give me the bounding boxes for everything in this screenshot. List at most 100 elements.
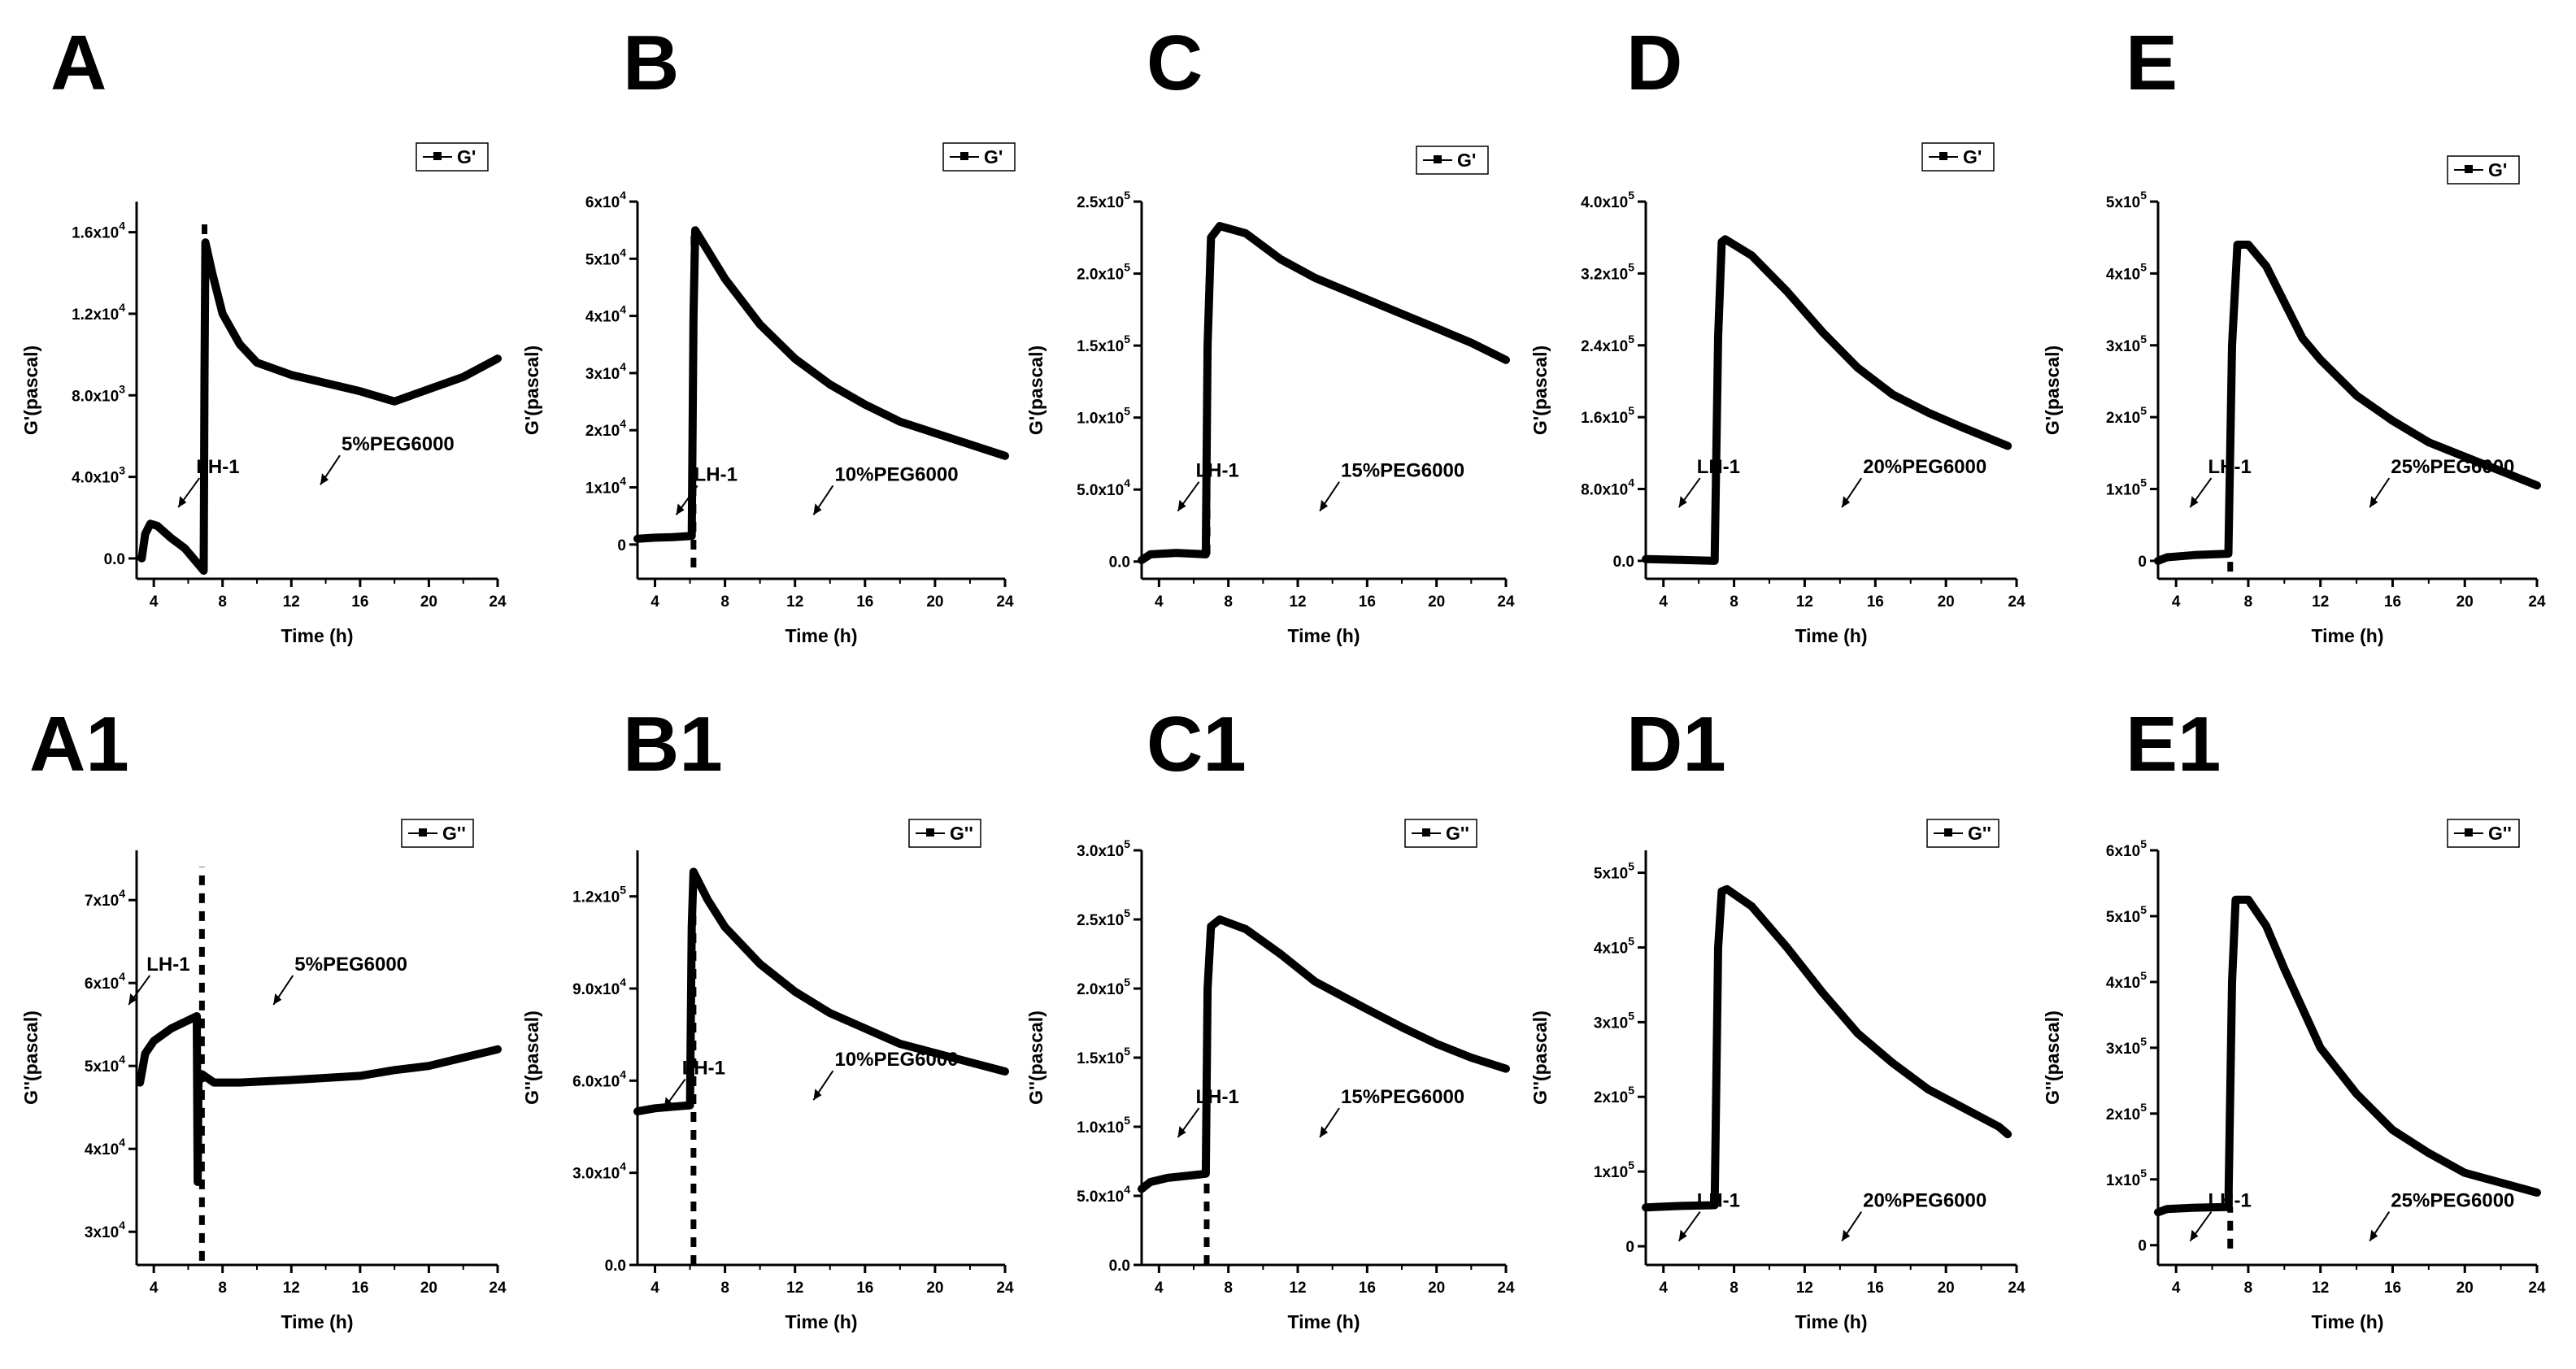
panel-label: D1 <box>1626 701 1726 788</box>
y-axis-label: G''(pascal) <box>2042 1010 2063 1105</box>
x-tick-label: 8 <box>218 1280 227 1297</box>
legend: G'' <box>2447 819 2520 848</box>
y-tick-exponent: 4 <box>119 1219 125 1232</box>
y-tick-label: 0.0 <box>605 1258 626 1275</box>
panel-label: A1 <box>29 701 129 788</box>
arrowhead <box>1177 499 1186 511</box>
y-tick-label: 2.5x105 <box>1077 189 1130 211</box>
y-tick-exponent: 5 <box>2140 189 2147 202</box>
legend: G'' <box>1404 819 1477 848</box>
x-tick-label: 4 <box>651 593 659 611</box>
y-tick-exponent: 5 <box>1124 906 1130 919</box>
y-tick-label: 1x105 <box>1594 1158 1634 1181</box>
y-axis-label: G''(pascal) <box>1025 1010 1046 1105</box>
series-line <box>137 238 502 575</box>
annotation-peg: 15%PEG6000 <box>1341 460 1464 482</box>
annotation-peg: 25%PEG6000 <box>2391 1190 2514 1212</box>
y-tick-exponent: 5 <box>2140 837 2147 850</box>
y-tick-label: 1.6x104 <box>72 219 125 242</box>
y-tick-label: 1.5x105 <box>1077 332 1130 355</box>
legend-entry: G'' <box>950 823 973 844</box>
x-tick-label: 24 <box>1497 593 1515 611</box>
y-tick-label: 6.0x104 <box>572 1067 626 1090</box>
annotation-lh1: LH-1 <box>1697 456 1740 478</box>
arrowhead <box>2369 496 2378 508</box>
y-axis-label: G''(pascal) <box>1530 1010 1551 1105</box>
arrowhead <box>2190 1229 2199 1241</box>
legend: G' <box>942 142 1016 172</box>
y-tick-label: 1x105 <box>2106 476 2147 499</box>
y-tick-exponent: 4 <box>1628 476 1634 489</box>
y-tick-label: 0 <box>2138 554 2147 571</box>
x-tick-label: 20 <box>420 1280 437 1297</box>
y-tick-label: 4.0x105 <box>1581 189 1634 211</box>
legend-marker <box>926 828 934 837</box>
legend-entry: G' <box>457 146 476 167</box>
y-tick-exponent: 5 <box>2140 404 2147 417</box>
x-tick-label: 20 <box>1938 1280 1955 1297</box>
y-tick-label: 4x104 <box>585 303 626 326</box>
y-tick-label: 2x105 <box>2106 1101 2147 1123</box>
x-tick-label: 4 <box>1659 1280 1668 1297</box>
x-tick-label: 16 <box>351 1280 368 1297</box>
y-tick-label: 5.0x104 <box>1077 1183 1130 1206</box>
series-line <box>136 1012 502 1186</box>
x-tick-label: 12 <box>283 593 300 611</box>
x-axis-label: Time (h) <box>2311 1311 2383 1332</box>
x-tick-label: 8 <box>1224 1280 1233 1297</box>
y-tick-label: 4x105 <box>2106 260 2147 283</box>
x-tick-label: 24 <box>2528 593 2546 611</box>
panel-d: D 4 8 12 16 20 24 Time (h) 0.0 8.0x104 1.6x105 2.4x… <box>1530 20 2026 646</box>
y-tick-label: 4x105 <box>1594 934 1634 957</box>
x-tick-label: 12 <box>1289 593 1306 611</box>
legend: G' <box>2447 155 2520 185</box>
panel-label: B <box>623 20 679 106</box>
x-tick-label: 20 <box>420 593 437 611</box>
y-axis-label: G''(pascal) <box>521 1010 542 1105</box>
legend-marker <box>1422 828 1430 837</box>
y-tick-label: 1x104 <box>585 475 626 498</box>
y-tick-label: 2x105 <box>1594 1084 1634 1106</box>
y-tick-exponent: 5 <box>2140 1101 2147 1114</box>
y-tick-label: 2x104 <box>585 417 626 440</box>
y-tick-label: 0 <box>617 537 626 554</box>
arrowhead <box>1842 496 1851 508</box>
y-tick-exponent: 3 <box>119 464 125 477</box>
y-axis-label: G'(pascal) <box>1530 346 1551 435</box>
y-tick-label: 5x105 <box>2106 189 2147 211</box>
x-tick-label: 8 <box>218 593 227 611</box>
annotation-lh1: LH-1 <box>682 1057 725 1079</box>
x-axis-label: Time (h) <box>281 625 353 646</box>
arrowhead <box>1177 1126 1186 1138</box>
y-tick-exponent: 4 <box>620 246 626 259</box>
y-tick-exponent: 4 <box>119 301 125 314</box>
arrowhead <box>813 503 822 515</box>
x-tick-label: 24 <box>489 593 507 611</box>
x-tick-label: 24 <box>2008 1280 2026 1297</box>
annotation-peg: 5%PEG6000 <box>294 954 407 976</box>
panel-label: A <box>50 20 107 106</box>
x-tick-label: 12 <box>1796 593 1813 611</box>
y-tick-label: 4.0x103 <box>72 464 125 487</box>
y-tick-exponent: 5 <box>1628 1158 1634 1171</box>
panel-a1: A1 4 8 12 16 20 24 Time (h) 3x104 4x104 5x104 6x104… <box>20 701 507 1332</box>
x-tick-label: 16 <box>1867 1280 1884 1297</box>
y-tick-label: 9.0x104 <box>572 976 626 998</box>
x-tick-label: 16 <box>2384 1280 2401 1297</box>
panel-label: C <box>1147 20 1203 106</box>
y-tick-label: 0 <box>1625 1239 1634 1256</box>
x-tick-label: 24 <box>1497 1280 1515 1297</box>
arrowhead <box>1678 496 1687 508</box>
y-tick-exponent: 5 <box>2140 969 2147 982</box>
x-tick-label: 4 <box>1659 593 1668 611</box>
legend-marker <box>433 152 442 160</box>
y-axis-label: G'(pascal) <box>1025 346 1046 435</box>
x-tick-label: 24 <box>489 1280 507 1297</box>
panel-b1: B1 4 8 12 16 20 24 Time (h) 0.0 3.0x104 6.0x104 9.0… <box>521 701 1014 1332</box>
y-tick-exponent: 4 <box>119 1136 125 1149</box>
y-tick-label: 3x104 <box>85 1219 125 1241</box>
arrowhead <box>813 1089 822 1101</box>
annotation-lh1: LH-1 <box>196 456 239 478</box>
x-tick-label: 4 <box>1155 593 1164 611</box>
x-tick-label: 24 <box>996 593 1014 611</box>
